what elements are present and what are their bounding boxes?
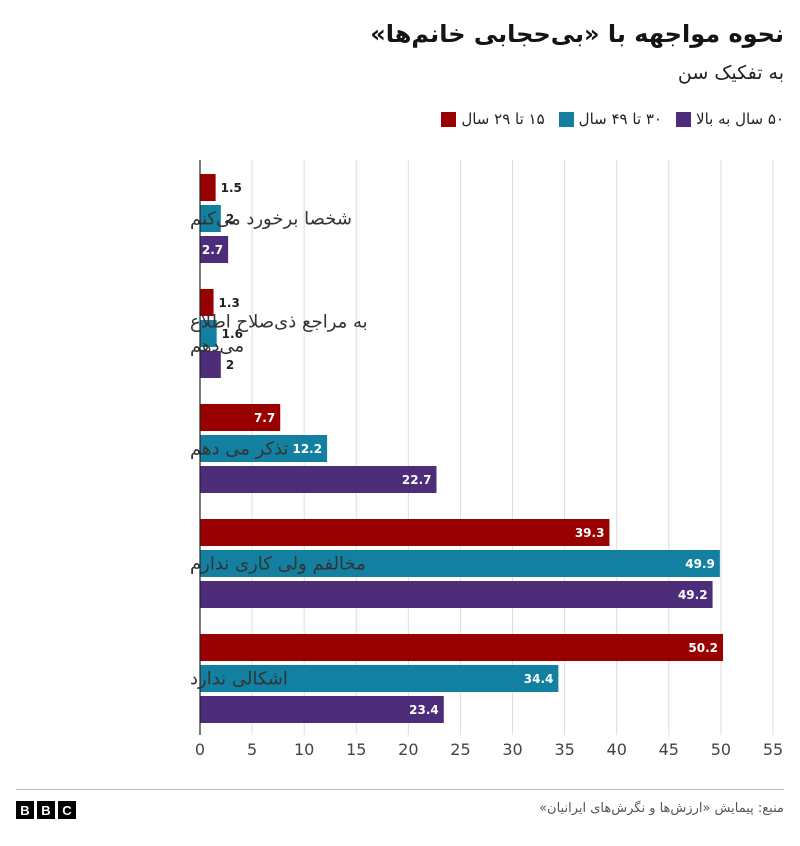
bar [200,519,610,546]
legend-label: ۳۰ تا ۴۹ سال [578,110,663,128]
bar [200,236,229,263]
x-tick-label: 0 [195,740,205,759]
category-label: به مراجع ذی‌صلاح اطلاع [190,312,368,333]
bar-value-label: 1.5 [221,181,242,195]
category-label: اشکالی ندارد [190,669,288,690]
legend-label: ۵۰ سال به بالا [696,110,784,128]
bbc-logo-block: B [37,801,55,819]
source-note: منبع: پیمایش «ارزش‌ها و نگرش‌های ایرانیا… [539,801,784,816]
bar-value-label: 1.6 [222,327,243,341]
legend-item-50-plus: ۵۰ سال به بالا [676,110,784,128]
legend-item-15-29: ۱۵ تا ۲۹ سال [441,110,545,128]
bar-value-label: 2 [226,358,234,372]
legend-swatch [441,111,457,127]
bar-value-label: 49.9 [685,557,715,571]
bar [200,404,281,431]
bar [200,550,720,577]
bar [200,696,444,723]
bar-value-label: 22.7 [402,473,432,487]
bbc-logo: B B C [16,801,76,819]
x-tick-label: 25 [450,740,470,759]
bar [200,289,214,316]
bar [200,205,221,232]
x-tick-label: 30 [502,740,522,759]
bar-value-label: 50.2 [688,641,718,655]
bbc-logo-block: B [16,801,34,819]
x-tick-label: 45 [659,740,679,759]
category-label: تذکر می دهم [190,439,289,460]
x-tick-label: 40 [607,740,627,759]
x-tick-label: 20 [398,740,418,759]
bar-value-label: 49.2 [678,588,708,602]
legend-label: ۱۵ تا ۲۹ سال [461,110,545,128]
x-tick-label: 5 [247,740,257,759]
x-tick-label: 10 [294,740,314,759]
bar [200,351,221,378]
bar [200,174,216,201]
chart-title: نحوه مواجهه با «بی‌حجابی خانم‌ها» [370,20,784,48]
bar [200,466,437,493]
bar [200,665,559,692]
bar-value-label: 2.7 [202,243,223,257]
x-tick-label: 15 [346,740,366,759]
x-tick-label: 50 [711,740,731,759]
bar [200,320,217,347]
bar [200,435,328,462]
legend-item-30-49: ۳۰ تا ۴۹ سال [558,110,663,128]
bbc-logo-block: C [58,801,76,819]
x-tick-label: 55 [763,740,783,759]
bar-value-label: 34.4 [524,672,554,686]
bar-value-label: 23.4 [409,703,439,717]
bar [200,634,723,661]
chart-subtitle: به تفکیک سن [677,62,784,84]
bar-value-label: 7.7 [254,411,275,425]
bar [200,581,713,608]
footer-divider [16,789,784,790]
category-label: مخالفم ولی کاری ندارم [190,554,366,575]
bar-value-label: 1.3 [219,296,240,310]
bar-chart: 1.522.71.31.627.712.222.739.349.949.250.… [190,160,783,759]
legend-swatch [676,111,692,127]
x-tick-label: 35 [554,740,574,759]
bar-value-label: 12.2 [292,442,322,456]
category-label: می‌دهم [190,336,244,357]
legend-swatch [558,111,574,127]
legend: ۱۵ تا ۲۹ سال ۳۰ تا ۴۹ سال ۵۰ سال به بالا [441,110,784,128]
bar-value-label: 2 [226,212,234,226]
category-label: شخصا برخورد می‌کنم [190,209,352,230]
bar-value-label: 39.3 [575,526,605,540]
